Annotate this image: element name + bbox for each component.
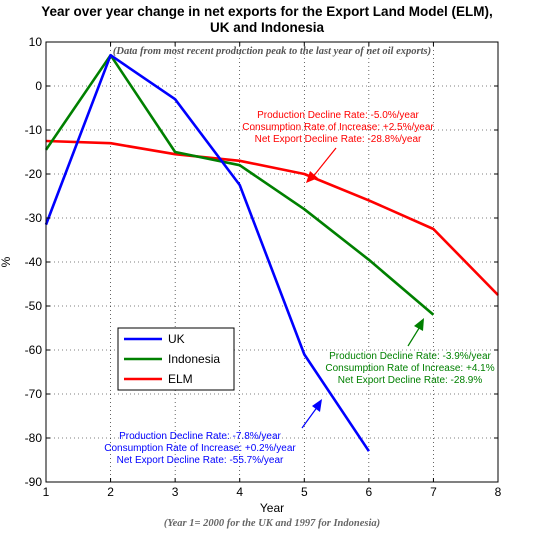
y-tick-label: -50: [25, 299, 43, 313]
annotation-elm-line-2: Consumption Rate of Increase: +2.5%/year: [242, 122, 434, 133]
x-axis-note: (Year 1= 2000 for the UK and 1997 for In…: [164, 518, 380, 529]
annotation-uk-arrow: [301, 405, 319, 429]
ticks: 1 2 3 4 5 6 7 8 10 0 -10 -20 -30 -40 -50 -60 -70 -80 -90: [25, 35, 502, 499]
annotation-indonesia-line-1: Production Decline Rate: -3.9%/year: [329, 351, 491, 362]
y-tick-label: -70: [25, 387, 43, 401]
annotation-uk-line-2: Consumption Rate of Increase: +0.2%/year: [104, 443, 296, 454]
legend: UK Indonesia ELM: [117, 327, 235, 391]
annotation-uk: Production Decline Rate: -7.8%/year Cons…: [104, 399, 322, 466]
y-axis-label: %: [0, 256, 13, 267]
chart-title: Year over year change in net exports for…: [0, 4, 534, 36]
y-tick-label: 0: [35, 79, 42, 93]
annotation-elm-line-3: Net Export Decline Rate: -28.8%/year: [255, 134, 422, 145]
series-line-uk: [44, 53, 370, 452]
annotation-indonesia-line-3: Net Export Decline Rate: -28.9%: [338, 375, 483, 386]
y-tick-label: -10: [25, 123, 43, 137]
x-tick-label: 2: [107, 485, 114, 499]
annotation-indonesia: Production Decline Rate: -3.9%/year Cons…: [325, 318, 495, 386]
y-tick-label: -20: [25, 167, 43, 181]
annotation-indonesia-line-2: Consumption Rate of Increase: +4.1%: [325, 363, 494, 374]
legend-label-uk: UK: [168, 332, 185, 346]
series-lines: [44, 53, 499, 452]
legend-label-indonesia: Indonesia: [168, 352, 220, 366]
x-tick-label: 8: [495, 485, 502, 499]
x-axis-label: Year: [260, 501, 284, 515]
legend-label-elm: ELM: [168, 372, 193, 386]
annotation-uk-line-3: Net Export Decline Rate: -55.7%/year: [117, 455, 284, 466]
y-tick-label: -30: [25, 211, 43, 225]
x-tick-label: 1: [43, 485, 50, 499]
chart-subtitle: (Data from most recent production peak t…: [113, 46, 431, 57]
annotation-elm-arrow: [311, 147, 337, 179]
annotation-elm-arrowhead: [306, 171, 318, 183]
annotation-elm: Production Decline Rate: -5.0%/year Cons…: [242, 110, 434, 183]
chart-title-line-2: UK and Indonesia: [209, 20, 324, 35]
y-tick-label: -90: [25, 475, 43, 489]
x-tick-label: 3: [172, 485, 179, 499]
y-tick-label: 10: [29, 35, 43, 49]
annotation-indonesia-arrowhead: [414, 318, 424, 331]
series-line-elm: [45, 139, 499, 296]
x-tick-label: 7: [430, 485, 437, 499]
annotation-uk-line-1: Production Decline Rate: -7.8%/year: [119, 431, 281, 442]
x-tick-label: 4: [236, 485, 243, 499]
annotation-elm-line-1: Production Decline Rate: -5.0%/year: [257, 110, 419, 121]
y-tick-label: -40: [25, 255, 43, 269]
annotation-uk-arrowhead: [312, 399, 322, 412]
x-tick-label: 6: [366, 485, 373, 499]
y-tick-label: -80: [25, 431, 43, 445]
x-tick-label: 5: [301, 485, 308, 499]
y-tick-label: -60: [25, 343, 43, 357]
chart-title-line-1: Year over year change in net exports for…: [41, 4, 493, 19]
